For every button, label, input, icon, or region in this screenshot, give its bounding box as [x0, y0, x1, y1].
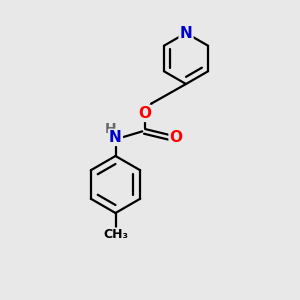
Text: CH₃: CH₃	[103, 228, 128, 241]
Text: N: N	[180, 26, 192, 40]
Text: H: H	[104, 122, 116, 136]
Text: O: O	[169, 130, 183, 145]
Text: O: O	[138, 106, 151, 121]
Text: N: N	[109, 130, 122, 145]
